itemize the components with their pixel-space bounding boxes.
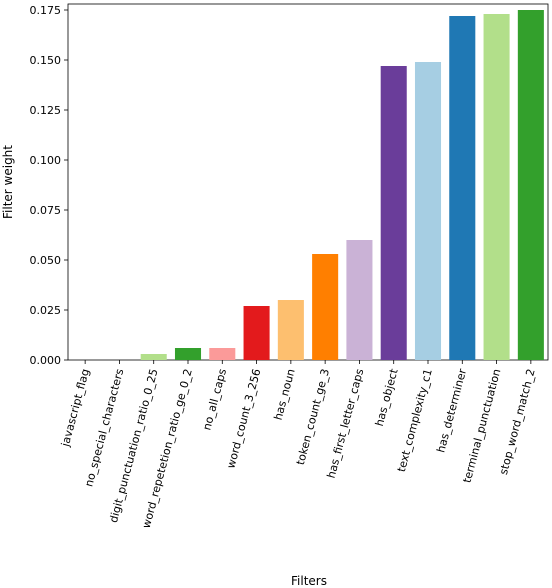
y-tick-label: 0.025	[30, 304, 62, 317]
bar	[483, 14, 510, 360]
bar	[414, 62, 442, 360]
x-tick-label: stop_word_match_2	[497, 367, 538, 476]
bar	[140, 354, 167, 360]
bar	[346, 240, 373, 360]
bar	[243, 306, 270, 360]
x-tick-label: text_complexity_c1	[395, 367, 435, 473]
bars-group	[140, 10, 544, 360]
y-tick-label: 0.075	[30, 204, 62, 217]
bar	[380, 66, 407, 360]
y-tick-label: 0.100	[30, 154, 62, 167]
y-tick-label: 0.000	[30, 354, 62, 367]
y-tick-label: 0.150	[30, 54, 62, 67]
x-tick-label: word_count_3_256	[224, 367, 263, 469]
bar	[312, 254, 339, 360]
x-tick-label: has_noun	[272, 367, 298, 421]
x-tick-label: no_all_caps	[200, 367, 229, 432]
bar	[517, 10, 544, 360]
bar	[209, 348, 236, 360]
plot-frame	[67, 3, 549, 361]
x-axis-label: Filters	[291, 574, 327, 588]
plot-area	[67, 3, 549, 361]
y-tick-label: 0.125	[30, 104, 62, 117]
x-tick-label: terminal_punctuation	[460, 367, 503, 484]
y-axis: 0.000 0.025 0.050 0.075 0.100 0.125 0.150 0.175	[30, 4, 68, 367]
y-tick-label: 0.050	[30, 254, 62, 267]
x-tick-label: has_object	[373, 367, 401, 428]
x-tick-label: has_determiner	[434, 367, 469, 454]
x-tick-label: token_count_ge_3	[294, 367, 332, 466]
x-tick-label: has_first_letter_caps	[325, 367, 367, 479]
bar	[174, 348, 202, 360]
x-axis: javascript_flagno_special_charactersdigi…	[59, 360, 538, 530]
bar	[449, 16, 476, 360]
x-tick-label: javascript_flag	[59, 367, 92, 448]
y-axis-label: Filter weight	[1, 145, 15, 219]
y-tick-label: 0.175	[30, 4, 62, 17]
bar	[277, 300, 304, 360]
